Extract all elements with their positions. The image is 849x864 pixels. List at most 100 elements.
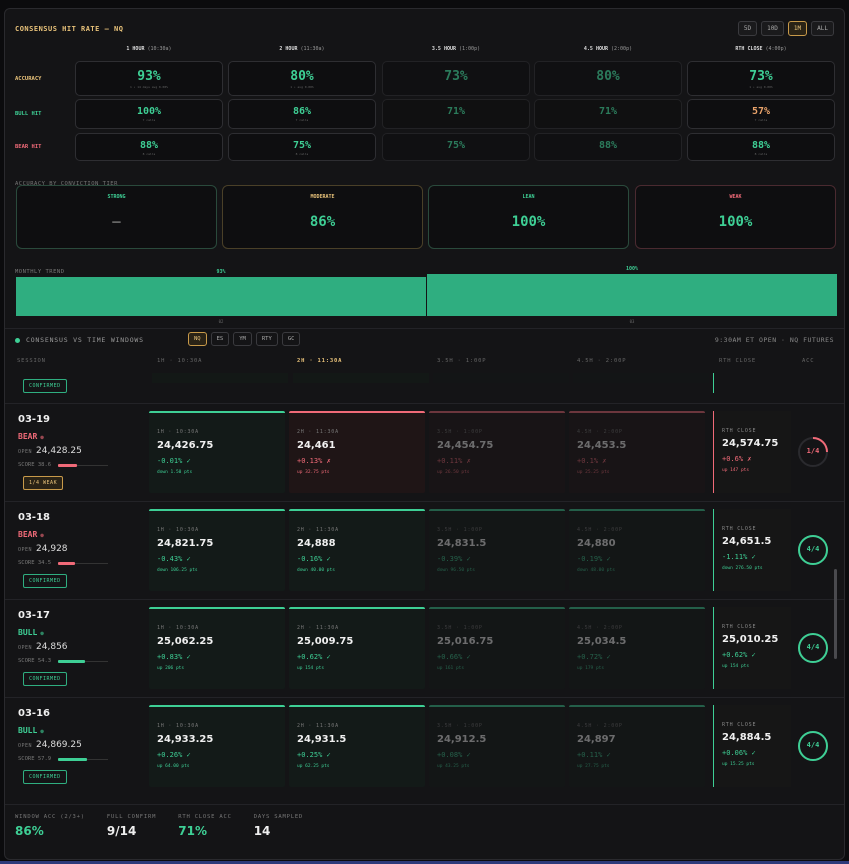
window-pts: down 40.00 pts xyxy=(297,568,335,573)
rth-label: RTH CLOSE xyxy=(722,722,757,728)
rth-price: 25,010.25 xyxy=(722,634,779,645)
hit-rate-value: 86% xyxy=(292,106,312,117)
rth-close-cell: RTH CLOSE 24,574.75 +0.6% ✗ up 147 pts xyxy=(713,411,791,493)
hit-rate-title: CONSENSUS HIT RATE — NQ xyxy=(15,25,124,33)
window-price: 24,897 xyxy=(577,734,616,745)
windows-title-text: CONSENSUS VS TIME WINDOWS xyxy=(26,336,144,344)
column-name: RTH CLOSE xyxy=(735,46,763,52)
hit-rate-value: 100% xyxy=(136,106,162,117)
summary-value: 9/14 xyxy=(106,824,137,838)
window-cell: 1H · 10:30A 24,426.75 -0.01% ✓ down 1.50 pt… xyxy=(149,411,285,493)
session-bias: BEAR ● xyxy=(18,530,44,539)
tier-value: 100% xyxy=(718,214,753,230)
accuracy-ratio: 1/4 xyxy=(806,447,820,455)
status-badge: CONFIRMED xyxy=(23,672,67,686)
symbol-ym-button[interactable]: YM xyxy=(233,332,252,346)
hit-row-label: BULL HIT xyxy=(15,111,42,117)
window-price: 25,062.25 xyxy=(157,636,214,647)
summary-stat: WINDOW ACC (2/3+) 86% xyxy=(15,814,85,838)
score-value: 57.9 xyxy=(37,756,52,762)
range-5d-button[interactable]: 5D xyxy=(737,21,758,36)
window-cell: 3.5H · 1:00P 24,454.75 +0.11% ✗ up 26.50 pt… xyxy=(429,411,565,493)
window-pct: -0.39% ✓ xyxy=(437,555,471,563)
window-pct: +0.26% ✓ xyxy=(157,751,191,759)
session-row[interactable]: 03-19 BEAR ● OPEN 24,428.25 SCORE 38.6 1/4 WEA… xyxy=(5,403,844,501)
summary-stat: FULL CONFIRM 9/14 xyxy=(107,814,156,838)
symbol-nq-button[interactable]: NQ xyxy=(188,332,207,346)
session-row[interactable]: 03-17 BULL ● OPEN 24,856 SCORE 54.3 CONFIRMED 1… xyxy=(5,599,844,697)
hit-rate-cell: 75% xyxy=(382,133,530,161)
monthly-bar-month: 02 xyxy=(218,319,224,324)
window-price: 24,912.5 xyxy=(437,734,487,745)
symbol-gc-button[interactable]: GC xyxy=(281,332,301,346)
hit-column-header: 3.5 HOUR (1:00p) xyxy=(382,46,530,52)
window-pct: -0.43% ✓ xyxy=(157,555,191,563)
rth-pts: up 154 pts xyxy=(722,664,750,669)
session-score: SCORE 38.6 xyxy=(18,462,108,468)
window-label: 2H · 11:30A xyxy=(297,429,339,435)
score-value: 54.3 xyxy=(37,658,52,664)
live-dot-icon xyxy=(15,337,20,343)
window-price: 24,933.25 xyxy=(157,734,214,745)
hit-rate-value: 75% xyxy=(292,140,312,151)
window-cell: 4.5H · 2:00P 24,897 +0.11% ✓ up 27.75 pts xyxy=(569,705,705,787)
rth-close-cell: RTH CLOSE 24,651.5 -1.11% ✓ down 276.50 pts xyxy=(713,509,791,591)
range-selector: 5D 10D 1M ALL xyxy=(737,21,834,36)
summary-label: DAYS SAMPLED xyxy=(253,814,304,820)
symbol-rty-button[interactable]: RTY xyxy=(255,332,278,346)
window-pts: up 179 pts xyxy=(577,666,605,671)
open-label: OPEN xyxy=(18,645,33,651)
window-pts: up 26.50 pts xyxy=(437,470,470,475)
session-row[interactable]: 03-18 BEAR ● OPEN 24,928 SCORE 34.5 CONFIRMED 1… xyxy=(5,501,844,599)
bias-dot-icon: ● xyxy=(40,728,44,735)
window-label: 1H · 10:30A xyxy=(157,429,199,435)
symbol-es-button[interactable]: ES xyxy=(210,332,230,346)
column-time: (2:00p) xyxy=(611,46,633,52)
hit-rate-sub: 1 • avg 0.00% xyxy=(290,85,314,89)
monthly-bar-value: 93% xyxy=(216,268,226,275)
confirmed-badge: CONFIRMED xyxy=(23,379,67,393)
session-open: OPEN 24,856 xyxy=(18,642,68,652)
window-label: 3.5H · 1:00P xyxy=(437,625,483,631)
range-1m-button[interactable]: 1M xyxy=(787,21,808,36)
scrollbar[interactable] xyxy=(834,569,837,659)
bias-label: BEAR xyxy=(18,432,38,441)
status-badge: CONFIRMED xyxy=(23,574,67,588)
hit-column-header: 1 HOUR (10:30a) xyxy=(75,46,223,52)
window-pct: +0.66% ✓ xyxy=(437,653,471,661)
range-10d-button[interactable]: 10D xyxy=(761,21,784,36)
tier-name: LEAN xyxy=(522,194,535,200)
summary-stat: RTH CLOSE ACC 71% xyxy=(178,814,231,838)
range-all-button[interactable]: ALL xyxy=(811,21,834,36)
window-label: 4.5H · 2:00P xyxy=(577,723,623,729)
window-label: 2H · 11:30A xyxy=(297,527,339,533)
window-pts: up 62.25 pts xyxy=(297,764,330,769)
window-price: 24,821.75 xyxy=(157,538,214,549)
summary-value: 14 xyxy=(253,824,271,838)
hit-rate-cell: 88% xyxy=(534,133,682,161)
accuracy-ratio: 4/4 xyxy=(806,741,820,749)
window-label: 1H · 10:30A xyxy=(157,723,199,729)
hit-rate-cell: 80% 1 • avg 0.00% xyxy=(228,61,376,96)
monthly-bar-value: 100% xyxy=(625,266,639,272)
window-pct: -0.01% ✓ xyxy=(157,457,191,465)
accuracy-ring xyxy=(798,437,828,467)
hit-rate-sub: 8 calls xyxy=(754,152,768,156)
hit-rate-value: 88% xyxy=(598,140,618,151)
summary-footer: WINDOW ACC (2/3+) 86% FULL CONFIRM 9/14 RTH … xyxy=(15,814,303,838)
rth-price: 24,574.75 xyxy=(722,438,779,449)
window-pct: -0.19% ✓ xyxy=(577,555,611,563)
monthly-bar: 93% 02 xyxy=(16,268,426,324)
open-value: 24,869.25 xyxy=(36,740,82,750)
tier-card-moderate: MODERATE 86% xyxy=(222,185,423,249)
rth-close-cell: RTH CLOSE 25,010.25 +0.62% ✓ up 154 pts xyxy=(713,607,791,689)
session-row[interactable]: 03-16 BULL ● OPEN 24,869.25 SCORE 57.9 CONFIRM… xyxy=(5,697,844,795)
hit-rate-sub: 7 calls xyxy=(142,118,156,122)
session-date: 03-19 xyxy=(18,414,50,425)
summary-label: FULL CONFIRM xyxy=(106,814,157,820)
summary-label: RTH CLOSE ACC xyxy=(178,814,232,820)
monthly-trend-label: MONTHLY TREND xyxy=(15,269,65,275)
session-open: OPEN 24,928 xyxy=(18,544,68,554)
symbol-selector: NQ ES YM RTY GC xyxy=(188,332,301,346)
window-pts: up 161 pts xyxy=(437,666,465,671)
